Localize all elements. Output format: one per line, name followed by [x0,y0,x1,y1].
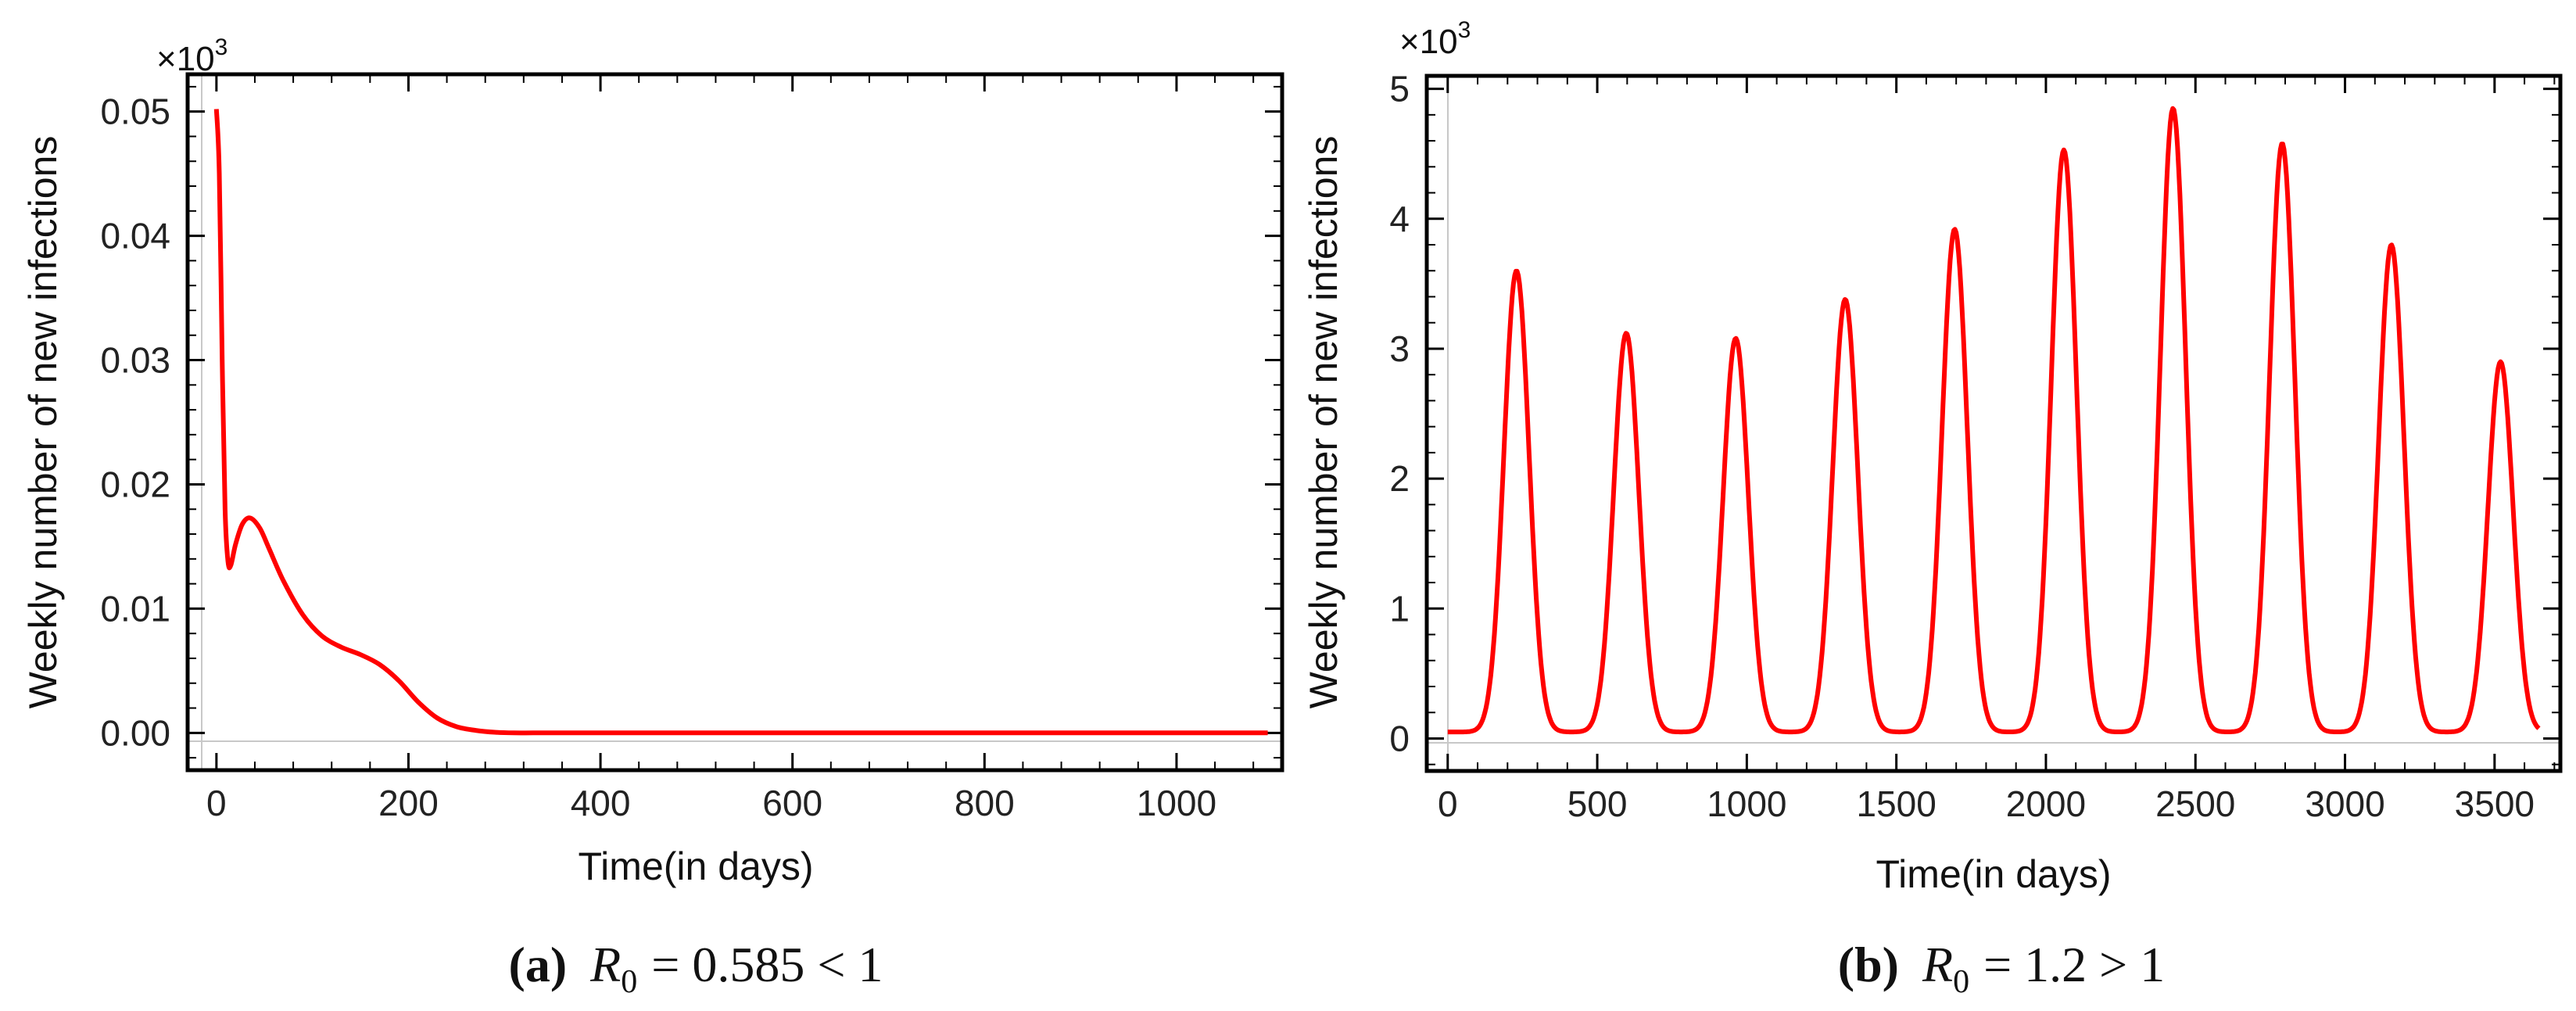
y-tick-label: 1 [1389,588,1410,629]
x-tick-label: 200 [378,783,439,823]
panel-a-y-axis-label: Weekly number of new infections [21,136,65,709]
panel-a-ticks: 0 200 400 600 800 1000 0.00 0.01 0.02 0.03 0.04 0.0… [100,74,1282,823]
y-tick-label: 0.01 [100,588,170,629]
panel-a-series-line [213,109,1268,736]
panel-b-caption: (b) R0 = 1.2 > 1 [1838,937,2166,1000]
panel-a-multiplier: ×103 [156,34,228,78]
x-tick-label: 2000 [2006,783,2086,824]
panel-b-multiplier: ×103 [1399,17,1471,61]
y-tick-label: 4 [1389,199,1410,239]
panel-a-x-axis-label: Time(in days) [579,844,814,888]
y-tick-label: 0.02 [100,464,170,504]
panel-a-chart: 0 200 400 600 800 1000 0.00 0.01 0.02 0.03 0.04 0.0… [21,34,1284,888]
x-tick-label: 3000 [2305,783,2384,824]
x-tick-label: 800 [955,783,1015,823]
x-tick-label: 1500 [1856,783,1936,824]
panel-b-y-axis-label: Weekly number of new infections [1302,136,1345,709]
panel-b-ticks: 0 500 1000 1500 2000 2500 3000 3500 0 1 2 3 4 5 [1389,69,2560,824]
y-tick-label: 0.03 [100,340,170,381]
x-tick-label: 0 [1438,783,1458,824]
x-tick-label: 2500 [2155,783,2235,824]
x-tick-label: 400 [571,783,631,823]
y-tick-label: 0.05 [100,91,170,132]
panel-b-frame [1424,73,2563,773]
panel-b-series-line [1446,106,2541,735]
x-tick-label: 1000 [1707,783,1786,824]
panel-a-frame [185,72,1284,773]
y-tick-label: 5 [1389,69,1410,109]
x-tick-label: 600 [762,783,822,823]
x-tick-label: 3500 [2455,783,2535,824]
y-tick-label: 0 [1389,718,1410,758]
x-tick-label: 0 [206,783,227,823]
y-tick-label: 0.00 [100,712,170,753]
x-tick-label: 1000 [1137,783,1216,823]
panel-a-caption: (a) R0 = 0.585 < 1 [509,937,883,1000]
y-tick-label: 2 [1389,458,1410,499]
x-tick-label: 500 [1567,783,1628,824]
panel-b-x-axis-label: Time(in days) [1876,852,2112,896]
y-tick-label: 0.04 [100,216,170,256]
y-tick-label: 3 [1389,328,1410,369]
